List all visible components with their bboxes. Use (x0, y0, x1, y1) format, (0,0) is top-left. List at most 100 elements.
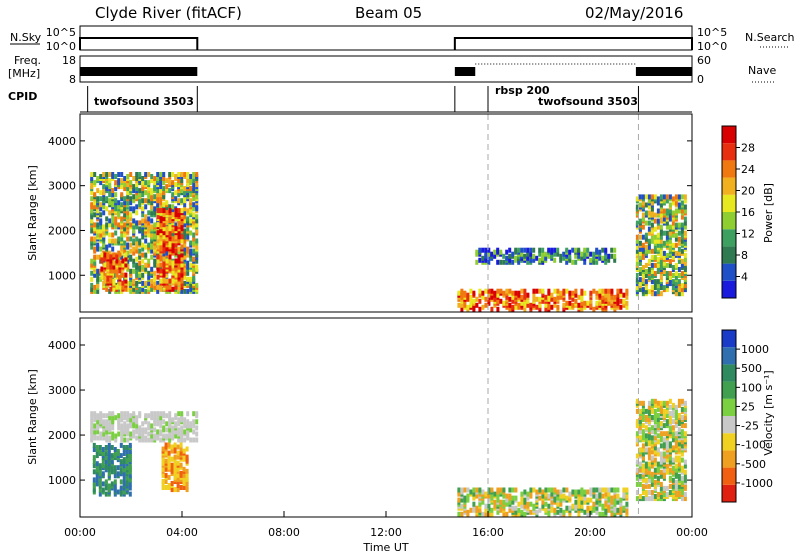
velocity-cell (176, 444, 180, 450)
velocity-cell (674, 431, 678, 437)
power-cell (114, 230, 118, 236)
velocity-cell (114, 415, 118, 421)
power-cell (589, 257, 593, 263)
power-colorbar-swatch (722, 126, 736, 144)
power-cell (174, 182, 178, 188)
velocity-cell (665, 400, 669, 406)
velocity-colorbar-tick-label: -25 (741, 420, 759, 433)
power-cell (96, 288, 100, 294)
power-cell (659, 285, 663, 291)
power-cell (189, 282, 193, 288)
power-cell (162, 172, 166, 177)
power-cell (647, 204, 651, 210)
velocity-cell (577, 499, 581, 505)
power-cell (153, 270, 157, 276)
velocity-cell (677, 455, 681, 461)
power-cell (674, 250, 678, 256)
power-cell (168, 208, 172, 214)
velocity-cell (547, 487, 551, 493)
power-cell (162, 212, 166, 218)
velocity-cell (150, 411, 154, 417)
power-cell (156, 198, 160, 204)
power-cell (189, 178, 193, 184)
nsky-ytick-top: 10^5 (46, 26, 76, 39)
velocity-cell (490, 511, 494, 517)
power-cell (641, 287, 645, 293)
power-cell (168, 230, 172, 236)
velocity-cell (113, 479, 117, 485)
velocity-cell (529, 491, 533, 497)
power-cell (141, 242, 145, 248)
power-cell (638, 287, 642, 293)
velocity-cell (607, 497, 611, 503)
power-cell (547, 288, 551, 294)
power-cell (118, 280, 122, 286)
velocity-cell (653, 423, 657, 429)
power-cell (183, 232, 187, 238)
power-cell (150, 174, 154, 179)
power-cell (641, 277, 645, 283)
power-cell (641, 246, 645, 252)
velocity-cell (179, 485, 183, 490)
velocity-cell (616, 507, 620, 513)
power-cell (126, 236, 130, 242)
velocity-cell (499, 507, 503, 513)
velocity-cell (180, 431, 184, 437)
velocity-cell (641, 413, 645, 418)
power-cell (650, 248, 654, 254)
velocity-cell (164, 479, 168, 484)
velocity-cell (92, 455, 96, 461)
velocity-cell (671, 469, 675, 475)
power-cell (541, 298, 545, 304)
power-cell (186, 226, 190, 232)
velocity-cell (101, 481, 105, 487)
velocity-colorbar-tick-label: 25 (741, 400, 755, 413)
power-cell (478, 247, 482, 253)
power-cell (186, 178, 190, 184)
power-colorbar-swatch (722, 212, 736, 230)
velocity-cell (544, 507, 548, 513)
velocity-cell (653, 419, 657, 425)
velocity-cell (668, 398, 672, 404)
power-cell (622, 298, 626, 304)
power-cell (96, 222, 100, 228)
velocity-cell (559, 507, 563, 513)
power-cell (129, 212, 133, 218)
power-cell (186, 270, 190, 276)
power-cell (556, 304, 560, 310)
power-cell (126, 258, 130, 264)
power-cell (165, 210, 169, 216)
velocity-cell (641, 463, 645, 469)
power-cell (147, 274, 151, 280)
nave-label: Nave (748, 64, 776, 77)
power-cell (132, 238, 136, 244)
velocity-cell (90, 411, 94, 417)
power-cell (674, 291, 678, 297)
power-cell (174, 242, 178, 248)
power-cell (677, 250, 681, 256)
power-cell (505, 255, 509, 261)
velocity-cell (466, 487, 470, 493)
power-cell (562, 255, 566, 261)
power-cell (171, 286, 175, 292)
power-cell (129, 254, 133, 260)
power-cell (168, 278, 172, 284)
velocity-cell (171, 435, 175, 441)
power-cell (595, 290, 599, 296)
power-cell (123, 232, 127, 238)
velocity-cell (553, 495, 557, 501)
velocity-cell (116, 449, 120, 454)
power-cell (105, 206, 109, 212)
velocity-cell (559, 511, 563, 517)
power-cell (517, 247, 521, 253)
velocity-cell (565, 495, 569, 501)
power-cell (153, 210, 157, 216)
velocity-cell (514, 505, 518, 511)
velocity-cell (117, 419, 121, 425)
power-cell (147, 242, 151, 248)
power-colorbar-tick-label: 4 (741, 271, 748, 284)
power-cell (192, 240, 196, 246)
power-cell (90, 172, 94, 177)
power-cell (616, 292, 620, 298)
velocity-cell (110, 453, 114, 459)
